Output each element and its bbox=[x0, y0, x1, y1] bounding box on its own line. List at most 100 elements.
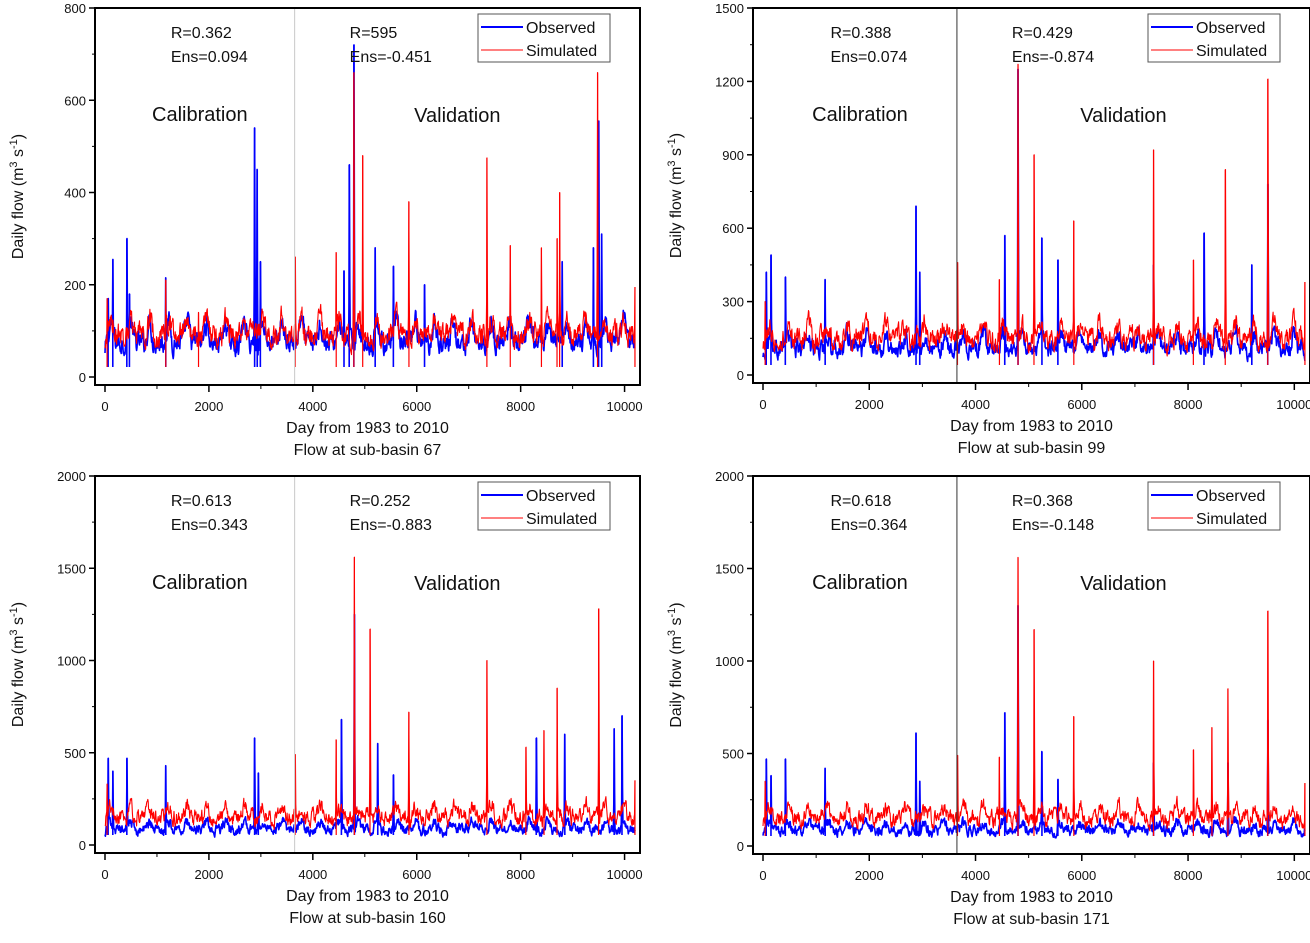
x-tick-label: 10000 bbox=[606, 867, 642, 882]
x-tick-label: 8000 bbox=[506, 399, 535, 414]
x-tick-label: 2000 bbox=[194, 399, 223, 414]
legend-label-simulated: Simulated bbox=[1196, 43, 1267, 60]
y-tick-label: 600 bbox=[722, 221, 744, 236]
x-tick-label: 4000 bbox=[961, 868, 990, 883]
calibration-ens-value: Ens=0.343 bbox=[171, 517, 248, 534]
legend-box bbox=[477, 481, 611, 531]
legend-label-observed: Observed bbox=[1196, 20, 1265, 37]
x-tick-label: 0 bbox=[759, 868, 766, 883]
y-tick-label: 1500 bbox=[715, 1, 744, 16]
validation-ens-value: Ens=-0.148 bbox=[1012, 517, 1094, 534]
chart-panel-sub-basin-99: 0 300 600 900 1200 1500 0 2000 4000 6000 8000 10000… bbox=[660, 0, 1310, 468]
plot-frame bbox=[94, 475, 641, 854]
x-tick-label: 6000 bbox=[402, 867, 431, 882]
validation-r-value: R=0.429 bbox=[1012, 25, 1073, 42]
chart-title: Flow at sub-basin 67 bbox=[294, 442, 442, 459]
validation-label: Validation bbox=[414, 573, 500, 595]
validation-ens-value: Ens=-0.874 bbox=[1012, 49, 1094, 66]
chart-svg: 0 300 600 900 1200 1500 0 2000 4000 6000 8000 10000… bbox=[666, 1, 1310, 457]
plot-frame bbox=[94, 7, 641, 386]
calibration-r-value: R=0.362 bbox=[171, 25, 232, 42]
x-tick-label: 0 bbox=[759, 397, 766, 412]
y-tick-label: 0 bbox=[737, 839, 744, 854]
legend-label-simulated: Simulated bbox=[526, 43, 597, 60]
x-axis-title: Day from 1983 to 2010 bbox=[950, 418, 1113, 435]
validation-label: Validation bbox=[1080, 573, 1166, 595]
legend-box bbox=[1147, 481, 1281, 531]
chart-panel-sub-basin-171: 0 500 1000 1500 2000 0 2000 4000 6000 8000 10000 Da… bbox=[660, 468, 1310, 938]
x-tick-label: 0 bbox=[101, 867, 108, 882]
y-tick-label: 0 bbox=[79, 370, 86, 385]
y-tick-label: 500 bbox=[722, 747, 744, 762]
calibration-ens-value: Ens=0.094 bbox=[171, 49, 248, 66]
calibration-label: Calibration bbox=[152, 572, 248, 594]
x-tick-label: 2000 bbox=[855, 868, 884, 883]
x-tick-label: 4000 bbox=[298, 867, 327, 882]
y-tick-label: 600 bbox=[64, 93, 86, 108]
y-tick-label: 1200 bbox=[715, 74, 744, 89]
y-tick-label: 0 bbox=[79, 838, 86, 853]
x-tick-label: 2000 bbox=[194, 867, 223, 882]
plot-frame bbox=[752, 475, 1310, 855]
validation-ens-value: Ens=-0.451 bbox=[350, 49, 432, 66]
calibration-ens-value: Ens=0.364 bbox=[830, 517, 907, 534]
y-tick-label: 1000 bbox=[715, 654, 744, 669]
legend-label-simulated: Simulated bbox=[526, 511, 597, 528]
y-tick-label: 2000 bbox=[57, 469, 86, 484]
chart-svg: 0 500 1000 1500 2000 0 2000 4000 6000 8000 10000 Da… bbox=[8, 469, 643, 927]
x-axis-title: Day from 1983 to 2010 bbox=[286, 888, 449, 905]
chart-title: Flow at sub-basin 160 bbox=[289, 910, 446, 927]
x-tick-label: 6000 bbox=[1067, 397, 1096, 412]
legend: Observed Simulated bbox=[1147, 481, 1281, 531]
chart-panel-sub-basin-160: 0 500 1000 1500 2000 0 2000 4000 6000 8000 10000 Da… bbox=[0, 468, 660, 938]
legend: Observed Simulated bbox=[477, 481, 611, 531]
series-line-observed bbox=[104, 44, 636, 360]
x-tick-label: 0 bbox=[101, 399, 108, 414]
y-axis-title: Daily flow (m3 s-1) bbox=[666, 133, 685, 258]
chart-title: Flow at sub-basin 171 bbox=[953, 911, 1110, 928]
calibration-label: Calibration bbox=[152, 104, 248, 126]
calibration-r-value: R=0.613 bbox=[171, 493, 232, 510]
validation-label: Validation bbox=[414, 105, 500, 127]
x-tick-label: 6000 bbox=[402, 399, 431, 414]
y-axis-title: Daily flow (m3 s-1) bbox=[8, 134, 27, 259]
y-tick-label: 800 bbox=[64, 1, 86, 16]
x-tick-label: 8000 bbox=[1174, 397, 1203, 412]
validation-r-value: R=0.368 bbox=[1012, 493, 1073, 510]
legend-label-observed: Observed bbox=[1196, 488, 1265, 505]
x-tick-label: 4000 bbox=[298, 399, 327, 414]
x-tick-label: 10000 bbox=[606, 399, 642, 414]
y-tick-label: 200 bbox=[64, 278, 86, 293]
calibration-r-value: R=0.618 bbox=[830, 493, 891, 510]
x-axis-title: Day from 1983 to 2010 bbox=[950, 889, 1113, 906]
x-tick-label: 10000 bbox=[1276, 868, 1310, 883]
legend: Observed Simulated bbox=[477, 13, 611, 63]
y-tick-label: 400 bbox=[64, 186, 86, 201]
y-tick-label: 500 bbox=[64, 746, 86, 761]
legend-label-simulated: Simulated bbox=[1196, 511, 1267, 528]
calibration-r-value: R=0.388 bbox=[830, 25, 891, 42]
plot-frame bbox=[752, 7, 1310, 384]
y-tick-label: 0 bbox=[737, 368, 744, 383]
x-tick-label: 4000 bbox=[961, 397, 990, 412]
legend-box bbox=[477, 13, 611, 63]
x-tick-label: 6000 bbox=[1067, 868, 1096, 883]
chart-panel-sub-basin-67: 0 200 400 600 800 0 2000 4000 6000 8000 10000 Day f… bbox=[0, 0, 660, 468]
calibration-ens-value: Ens=0.074 bbox=[830, 49, 907, 66]
validation-r-value: R=0.252 bbox=[350, 493, 411, 510]
y-tick-label: 900 bbox=[722, 148, 744, 163]
validation-ens-value: Ens=-0.883 bbox=[350, 517, 432, 534]
y-tick-label: 1000 bbox=[57, 654, 86, 669]
calibration-label: Calibration bbox=[812, 572, 908, 594]
y-axis-title: Daily flow (m3 s-1) bbox=[8, 602, 27, 727]
y-tick-label: 1500 bbox=[57, 561, 86, 576]
legend-label-observed: Observed bbox=[526, 488, 595, 505]
y-axis-title: Daily flow (m3 s-1) bbox=[666, 602, 685, 727]
validation-label: Validation bbox=[1080, 105, 1166, 127]
x-tick-label: 8000 bbox=[506, 867, 535, 882]
y-tick-label: 1500 bbox=[715, 562, 744, 577]
calibration-label: Calibration bbox=[812, 104, 908, 126]
y-tick-label: 300 bbox=[722, 295, 744, 310]
x-tick-label: 2000 bbox=[855, 397, 884, 412]
